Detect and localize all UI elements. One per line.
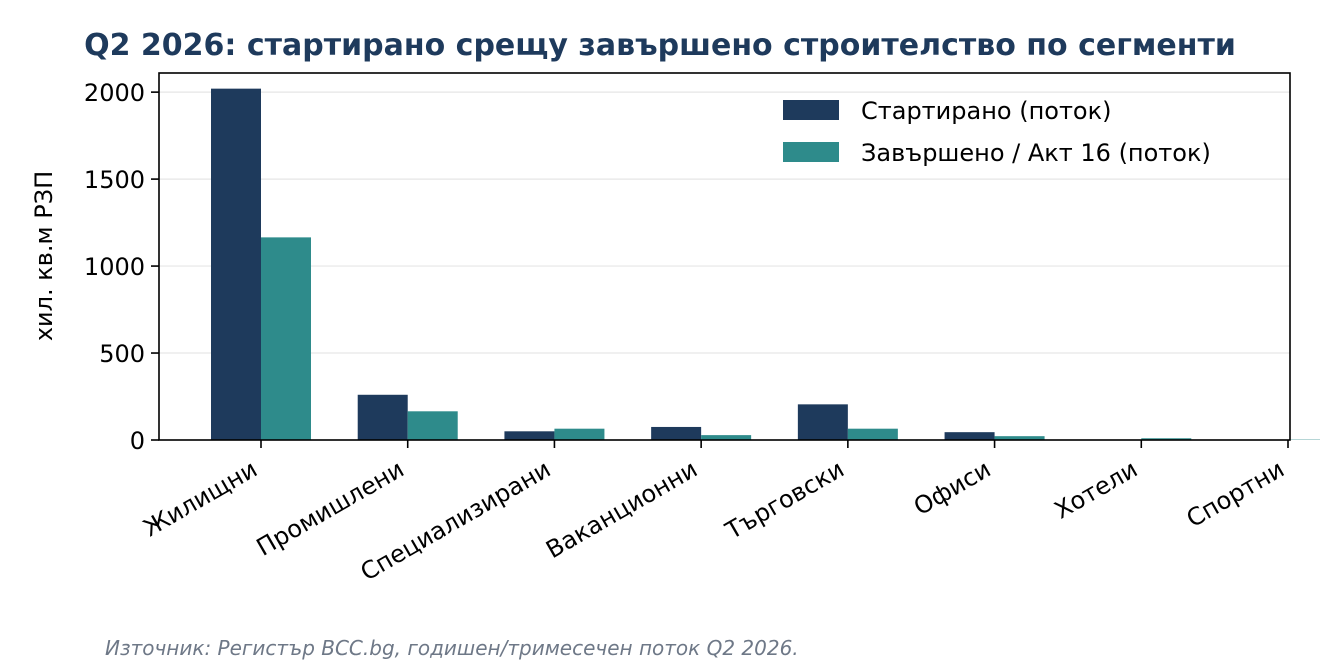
- x-axis: ЖилищниПромишлениСпециализираниВаканцион…: [139, 440, 1289, 586]
- y-axis-label: хил. кв.м РЗП: [30, 171, 58, 341]
- y-tick-label: 1500: [84, 166, 145, 194]
- bar-started: [504, 431, 555, 440]
- bar-started: [651, 426, 702, 440]
- x-tick-label: Спортни: [1182, 455, 1289, 533]
- bars: [211, 88, 1320, 441]
- y-tick-label: 500: [99, 340, 145, 368]
- chart-title: Q2 2026: стартирано срещу завършено стро…: [84, 28, 1236, 63]
- legend-swatch: [783, 142, 839, 162]
- x-tick-label: Ваканционни: [541, 455, 702, 564]
- x-tick-label: Офиси: [909, 455, 996, 521]
- legend-swatch: [783, 100, 839, 120]
- bar-started: [944, 432, 995, 440]
- bar-completed: [847, 428, 898, 440]
- bar-completed: [407, 411, 458, 440]
- x-tick-label: Жилищни: [139, 455, 262, 542]
- x-tick-label: Хотели: [1050, 455, 1143, 525]
- bar-completed: [994, 436, 1045, 440]
- legend: Стартирано (поток) Завършено / Акт 16 (по…: [783, 97, 1211, 167]
- y-tick-label: 1000: [84, 253, 145, 281]
- bar-completed: [261, 237, 311, 440]
- y-tick-label: 0: [130, 427, 145, 455]
- bar-completed: [1141, 438, 1192, 440]
- bar-completed: [701, 435, 752, 440]
- legend-label: Завършено / Акт 16 (поток): [861, 139, 1211, 167]
- bar-started: [211, 88, 261, 441]
- bar-completed: [554, 428, 605, 440]
- x-tick-label: Търговски: [720, 455, 849, 546]
- y-axis: 0 500 1000 1500 2000: [84, 79, 159, 455]
- bar-started: [797, 404, 848, 440]
- bar-started: [357, 394, 408, 440]
- y-tick-label: 2000: [84, 79, 145, 107]
- plot-frame: [158, 72, 1291, 441]
- source-note: Източник: Регистър ВСС.bg, годишен/триме…: [105, 636, 799, 660]
- legend-label: Стартирано (поток): [861, 97, 1111, 125]
